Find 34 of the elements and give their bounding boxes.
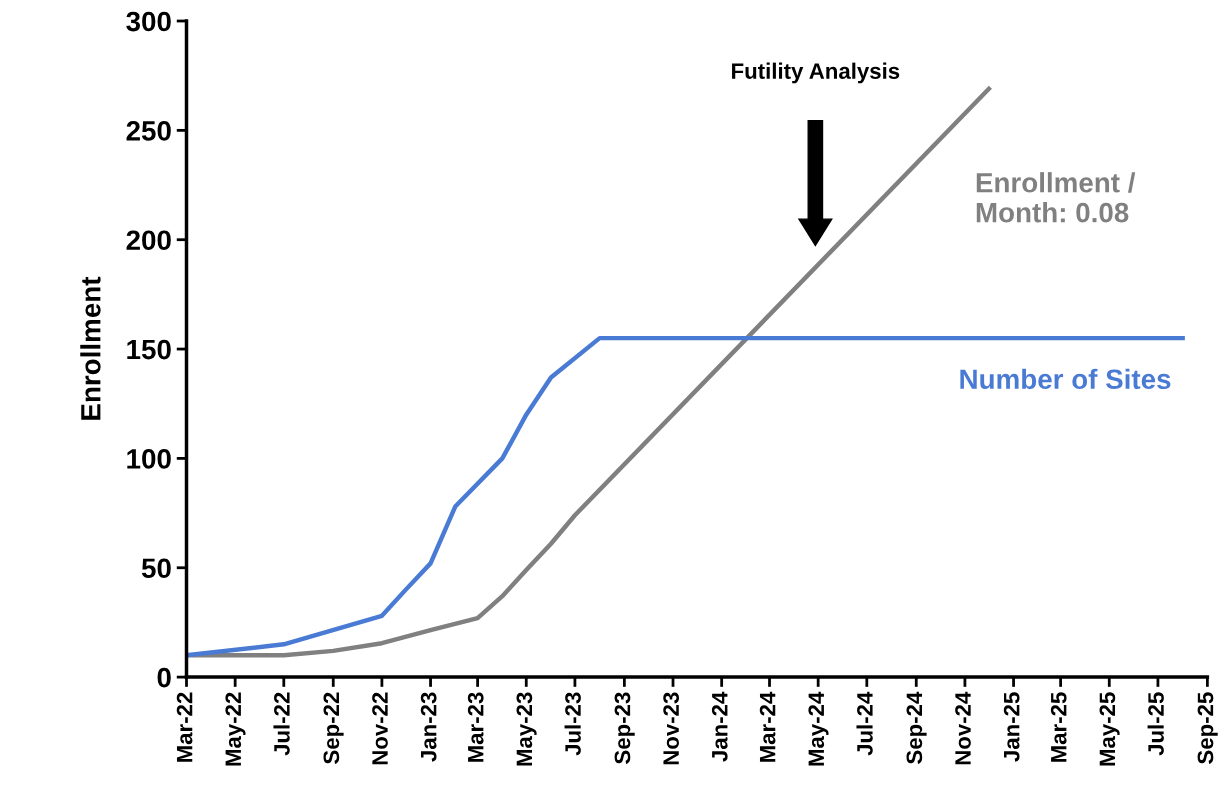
y-axis-title: Enrollment [80, 276, 101, 420]
y-tick-label: 100 [127, 449, 171, 469]
x-tick-label: Mar-25 [1050, 692, 1067, 762]
x-tick-label: May-22 [225, 692, 246, 766]
y-tick-label: 50 [141, 558, 171, 579]
x-tick-label: Mar-24 [759, 691, 776, 762]
x-tick-label: Nov-24 [955, 691, 971, 765]
x-tick-label: Mar-22 [176, 692, 193, 762]
x-tick-label: Nov-22 [372, 692, 388, 765]
y-tick-label: 250 [126, 121, 171, 141]
y-tick-label: 200 [126, 230, 171, 251]
y-tick-label: 0 [157, 667, 171, 688]
x-tick-label: May-23 [516, 692, 537, 766]
x-tick-label: Jan-23 [420, 692, 437, 762]
x-tick-label: Sep-24 [906, 691, 927, 764]
x-tick-label: Jul-25 [1147, 692, 1164, 756]
x-tick-label: May-25 [1099, 692, 1120, 766]
x-tick-label: Mar-23 [467, 692, 484, 762]
annotation: Futility Analysis [732, 62, 900, 84]
line-series [186, 335, 1185, 658]
x-tick-label: Jan-25 [1003, 692, 1020, 762]
series-label: Number of Sites [960, 368, 1171, 390]
x-tick-label: Jul-24 [856, 691, 873, 756]
y-tick-label: 150 [127, 339, 171, 360]
series-label: Enrollment / Month: 0.08 [976, 172, 1136, 223]
x-tick-label: Sep-22 [323, 692, 344, 764]
x-tick-label: Nov-23 [663, 692, 680, 765]
x-tick-label: Jan-24 [711, 691, 728, 762]
x-tick-label: Jul-23 [564, 692, 581, 756]
x-tick-label: Sep-25 [1197, 692, 1218, 764]
x-tick-label: May-24 [808, 691, 829, 766]
x-tick-label: Sep-23 [614, 692, 635, 764]
x-tick-label: Jul-22 [273, 692, 290, 756]
y-tick-label: 300 [126, 11, 171, 32]
